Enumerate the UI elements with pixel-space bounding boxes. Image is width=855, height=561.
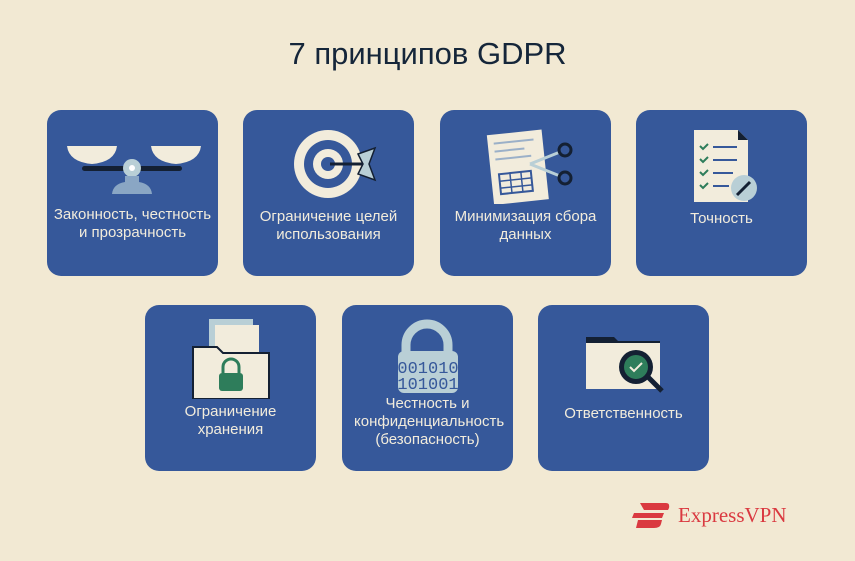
target-icon — [294, 130, 377, 198]
folder-magnifier-check-icon — [586, 337, 664, 393]
binary-lock-icon: 001010 101001 — [397, 319, 459, 395]
page-title: 7 принципов GDPR — [288, 36, 567, 71]
principle-label: Ограничение хранения — [184, 403, 277, 438]
checklist-pen-icon — [694, 130, 757, 202]
principle-label: Минимизация сбора данных — [454, 208, 597, 243]
locked-folder-icon — [192, 319, 270, 399]
expressvpn-logo: ExpressVPN — [632, 500, 787, 530]
svg-text:101001: 101001 — [397, 376, 458, 395]
principle-label: Законность, честность и прозрачность — [53, 206, 212, 241]
principle-label: Точность — [690, 210, 753, 227]
principle-label: Честность и конфиденциальность (безопасн… — [354, 395, 505, 448]
scales-icon — [67, 146, 201, 194]
svg-text:001010: 001010 — [397, 360, 458, 379]
document-scissors-icon — [486, 129, 573, 204]
principle-card-accountability: Ответственность — [538, 305, 709, 471]
principle-card-storage-limitation: Ограничение хранения — [145, 305, 316, 471]
principle-card-data-minimisation: Минимизация сбора данных — [440, 110, 611, 276]
principle-label: Ответственность — [564, 405, 683, 422]
principle-card-integrity-confidentiality: 001010 101001 Честность и конфиденциальн… — [342, 305, 513, 471]
expressvpn-logo-icon — [632, 503, 670, 528]
brand-name: ExpressVPN — [678, 502, 787, 527]
principle-label: Ограничение целей использования — [259, 208, 398, 243]
principle-card-purpose-limitation: Ограничение целей использования — [243, 110, 414, 276]
principle-card-accuracy: Точность — [636, 110, 807, 276]
principle-card-lawfulness: Законность, честность и прозрачность — [47, 110, 218, 276]
